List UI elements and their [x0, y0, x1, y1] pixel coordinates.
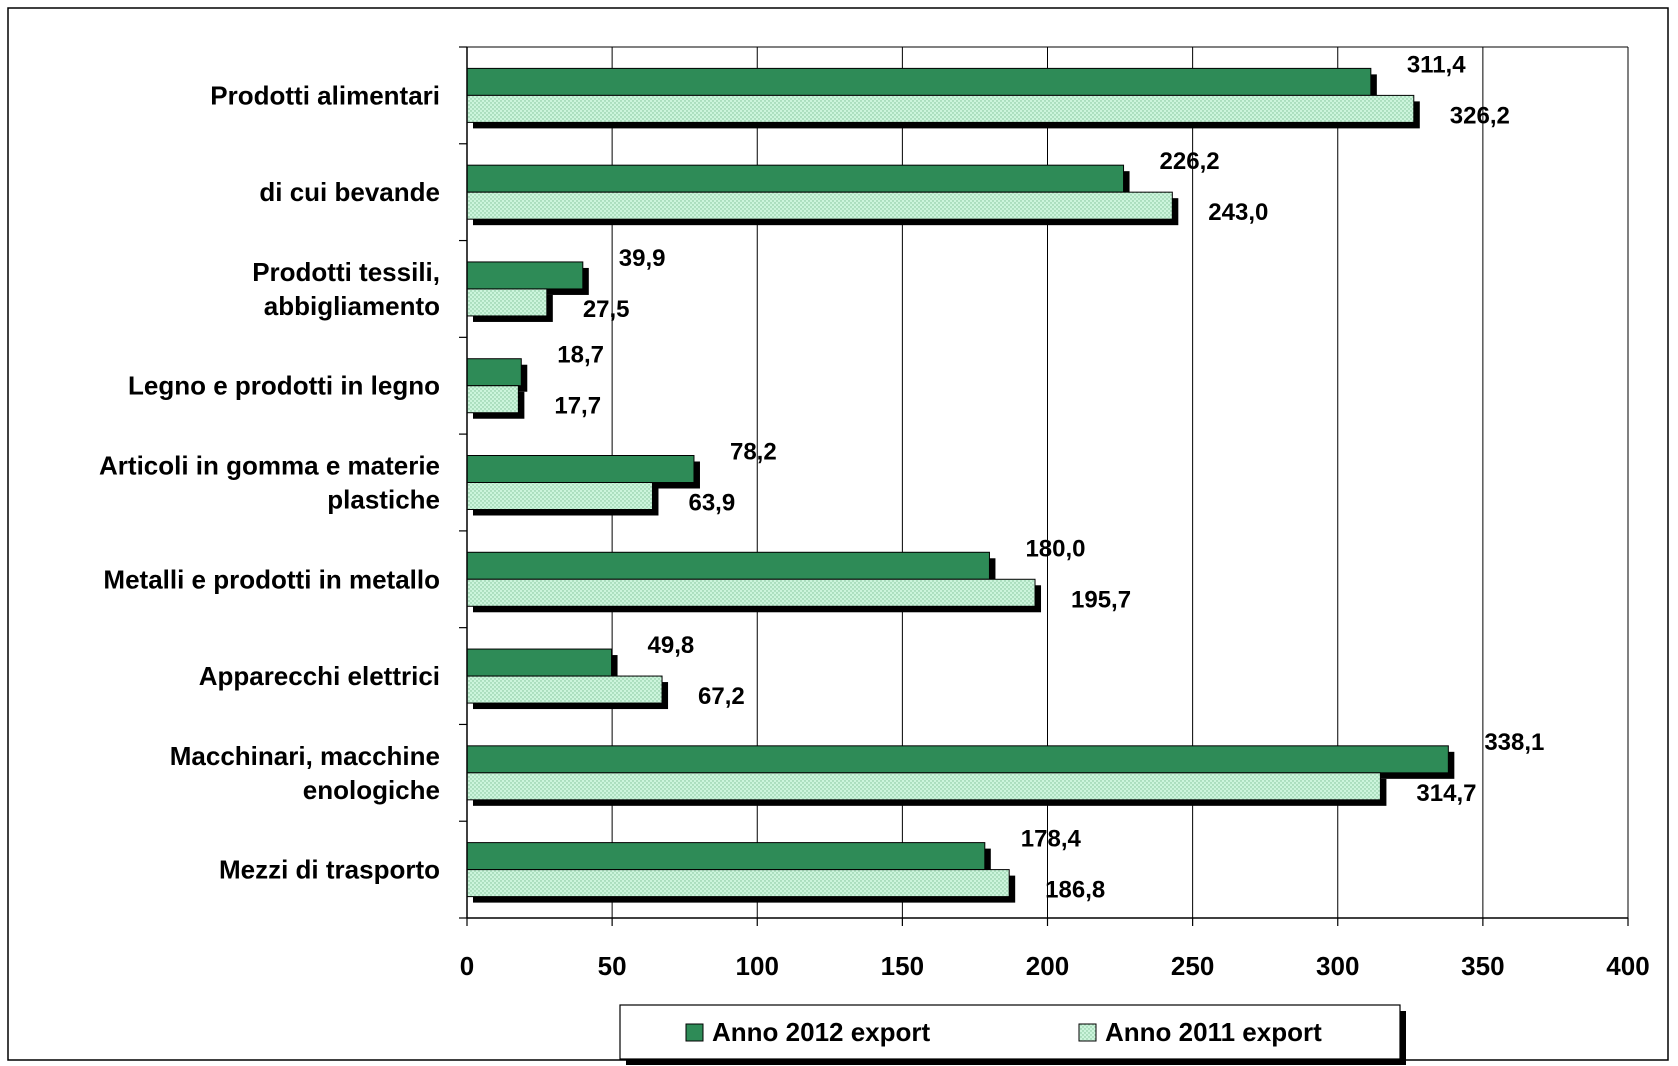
x-tick-label: 300	[1316, 951, 1359, 981]
bar-2011	[466, 869, 1010, 898]
legend-2012-swatch	[685, 1023, 704, 1042]
bar-2012	[466, 455, 695, 483]
bar-2012	[466, 842, 986, 871]
data-label-2011: 67,2	[698, 683, 745, 710]
category-label: abbigliamento	[264, 291, 440, 321]
axes	[459, 46, 1629, 926]
labels: 0 50 100 150 200 250 300 350 400 311,4 326,2 Prodot…	[99, 51, 1650, 981]
legend-2012-label: Anno 2012 export	[712, 1017, 931, 1047]
bar-2011	[466, 385, 519, 414]
data-label-2011: 63,9	[688, 490, 735, 517]
data-label-2012: 49,8	[648, 632, 695, 659]
category-label: Metalli e prodotti in metallo	[103, 564, 440, 594]
data-label-2011: 17,7	[554, 393, 601, 420]
bar-2012	[466, 745, 1449, 774]
bar-2012	[466, 164, 1125, 193]
data-label-2011: 243,0	[1208, 199, 1268, 226]
category-label: Mezzi di trasporto	[219, 855, 440, 885]
x-tick-label: 50	[598, 951, 627, 981]
bar-2012	[466, 261, 584, 290]
category-label: Articoli in gomma e materie	[99, 451, 440, 481]
category-label: Macchinari, macchine	[170, 741, 440, 771]
bar-2011	[466, 675, 663, 704]
category-label: enologiche	[303, 775, 440, 805]
bar-2012	[466, 67, 1372, 96]
bar-2012	[466, 358, 522, 387]
legend-2011-swatch	[1078, 1023, 1097, 1042]
x-tick-label: 150	[881, 951, 924, 981]
legend-box	[619, 1004, 1401, 1060]
data-label-2012: 78,2	[730, 439, 777, 466]
bar-2011	[466, 191, 1173, 220]
x-tick-label: 100	[736, 951, 779, 981]
legend-2011-label: Anno 2011 export	[1105, 1017, 1322, 1047]
data-label-2011: 186,8	[1045, 877, 1105, 904]
data-label-2011: 314,7	[1416, 780, 1476, 807]
category-label: plastiche	[327, 485, 440, 515]
data-label-2011: 195,7	[1071, 586, 1131, 613]
data-label-2012: 39,9	[619, 245, 666, 272]
data-label-2012: 180,0	[1025, 535, 1085, 562]
category-label: Apparecchi elettrici	[199, 661, 440, 691]
data-label-2012: 178,4	[1021, 826, 1082, 853]
bar-2011	[466, 772, 1381, 801]
data-label-2012: 18,7	[557, 342, 604, 369]
bar-2012	[466, 551, 990, 580]
x-tick-label: 350	[1461, 951, 1504, 981]
data-label-2011: 326,2	[1450, 102, 1510, 129]
x-tick-label: 250	[1171, 951, 1214, 981]
data-label-2012: 338,1	[1484, 729, 1544, 756]
bar-2011	[466, 94, 1415, 123]
x-tick-label: 400	[1606, 951, 1649, 981]
category-label: Legno e prodotti in legno	[128, 371, 440, 401]
category-label: Prodotti tessili,	[252, 257, 440, 287]
x-tick-label: 200	[1026, 951, 1069, 981]
legend: Anno 2012 export Anno 2011 export	[619, 1004, 1406, 1065]
bars	[466, 67, 1455, 903]
category-label: Prodotti alimentari	[210, 80, 440, 110]
bar-2011	[466, 288, 548, 317]
data-label-2012: 226,2	[1160, 148, 1220, 175]
data-label-2012: 311,4	[1407, 51, 1466, 78]
bar-2012	[466, 648, 613, 677]
bar-2011	[466, 578, 1036, 607]
data-label-2011: 27,5	[583, 296, 630, 323]
x-tick-label: 0	[460, 951, 474, 981]
category-label: di cui bevande	[259, 177, 440, 207]
bar-2011	[466, 482, 653, 510]
